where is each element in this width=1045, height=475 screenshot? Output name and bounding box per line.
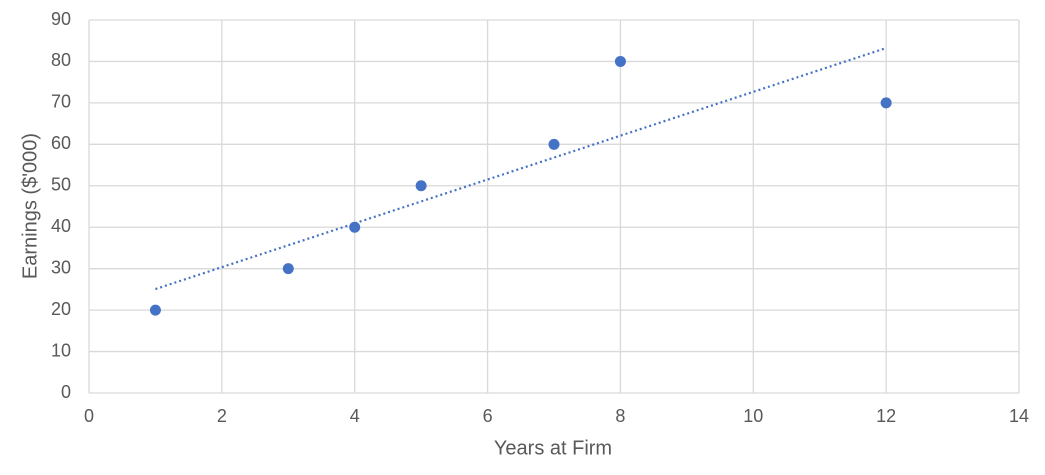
x-axis-label: Years at Firm [494, 437, 612, 459]
y-tick-label: 20 [51, 299, 71, 319]
y-tick-label: 90 [51, 9, 71, 29]
y-tick-label: 10 [51, 340, 71, 360]
y-tick-label: 80 [51, 50, 71, 70]
x-tick-label: 8 [615, 406, 625, 426]
x-tick-label: 14 [1009, 406, 1029, 426]
trendline [155, 46, 887, 291]
y-axis-label: Earnings ($'000) [19, 133, 41, 279]
x-tick-label: 6 [483, 406, 493, 426]
point [415, 180, 427, 192]
x-tick-label: 12 [876, 406, 896, 426]
point [614, 55, 626, 67]
x-tick-label: 2 [217, 406, 227, 426]
point [349, 221, 361, 233]
y-tick-label: 40 [51, 216, 71, 236]
point [548, 138, 560, 150]
point [149, 304, 161, 316]
point [282, 263, 294, 275]
point [880, 97, 892, 109]
y-tick-label: 30 [51, 257, 71, 277]
x-tick-label: 4 [350, 406, 360, 426]
x-tick-label: 0 [84, 406, 94, 426]
y-tick-label: 60 [51, 133, 71, 153]
y-tick-label: 50 [51, 175, 71, 195]
x-tick-label: 10 [743, 406, 763, 426]
y-tick-label: 70 [51, 92, 71, 112]
y-tick-label: 0 [61, 382, 71, 402]
